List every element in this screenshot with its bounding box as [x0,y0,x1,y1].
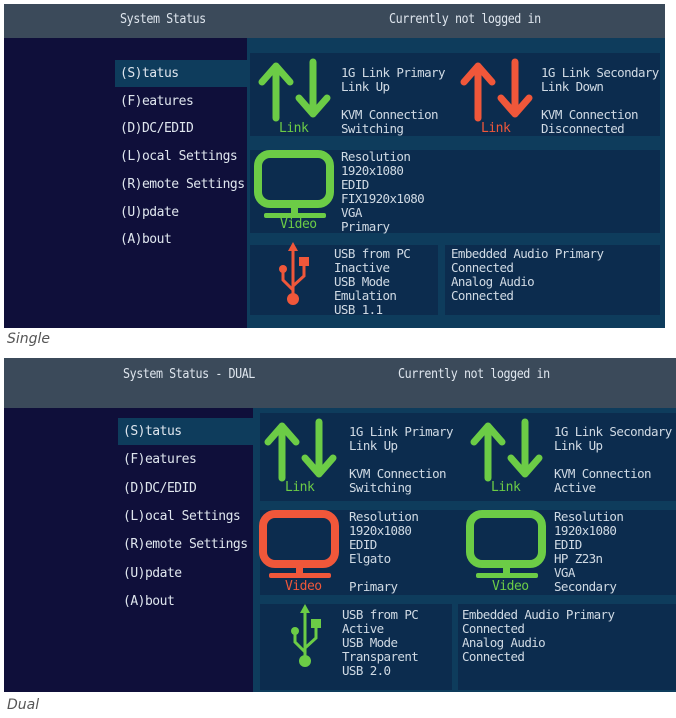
link-panel [250,53,660,136]
audio-status: Embedded Audio Primary Connected Analog … [462,607,615,664]
menu-item-update[interactable]: (U)pdate [123,565,182,581]
icon-label: Link [491,480,521,495]
usb-icon [279,242,309,305]
video-primary-status: Resolution 1920x1080 EDID FIX1920x1080 V… [341,149,425,234]
menu-item-localsettings[interactable]: (L)ocal Settings [123,508,241,524]
link-secondary-status: 1G Link Secondary Link Up KVM Connection… [554,424,672,495]
menu-item-remotesettings[interactable]: (R)emote Settings [120,176,245,192]
icon-label: Link [285,480,315,495]
menu-item-features[interactable]: (F)eatures [123,452,197,468]
link-primary-status: 1G Link Primary Link Up KVM Connection S… [341,65,445,136]
video-panel [250,150,660,233]
icon-label: Video [285,579,322,594]
caption-dual: Dual [7,697,40,713]
menu-item-about[interactable]: (A)bout [120,232,172,248]
monitor-icon [466,510,546,578]
header-bar: System Status - DUAL Currently not logge… [4,358,676,408]
usb-status: USB from PC Active USB Mode Transparent … [342,607,419,678]
usb-panel [250,245,438,315]
video-secondary-status: Resolution 1920x1080 EDID HP Z23n VGA Se… [554,509,624,594]
menu-item-ddcedid[interactable]: (D)DC/EDID [123,480,197,496]
menu-item-ddcedid[interactable]: (D)DC/EDID [120,121,194,137]
video-primary-status: Resolution 1920x1080 EDID Elgato Primary [349,509,419,594]
monitor-icon [259,510,339,578]
header-title: System Status [120,12,206,27]
link-arrows-icon [258,58,331,122]
single-screen: System Status Currently not logged in (S… [4,4,665,328]
icon-label: Video [492,579,529,594]
caption-single: Single [7,331,51,347]
usb-icon [291,604,321,667]
icon-label: Video [280,217,317,232]
menu-item-features[interactable]: (F)eatures [120,93,194,109]
login-status: Currently not logged in [389,12,541,27]
audio-panel [458,604,676,690]
link-arrows-icon [264,418,337,482]
link-primary-status: 1G Link Primary Link Up KVM Connection S… [349,424,453,495]
link-arrows-icon [470,418,543,482]
audio-panel [445,245,660,315]
link-arrows-icon [460,58,533,122]
menu-item-status[interactable]: (S)tatus [115,60,252,87]
menu-item-status[interactable]: (S)tatus [118,418,258,445]
menu-item-remotesettings[interactable]: (R)emote Settings [123,537,248,553]
link-secondary-status: 1G Link Secondary Link Down KVM Connecti… [541,65,659,136]
login-status: Currently not logged in [398,367,550,382]
audio-status: Embedded Audio Primary Connected Analog … [451,246,604,303]
icon-label: Link [279,121,309,136]
header-title: System Status - DUAL [123,367,255,382]
usb-status: USB from PC Inactive USB Mode Emulation … [334,246,411,317]
header-bar: System Status Currently not logged in [4,4,665,38]
icon-label: Link [481,121,511,136]
menu-item-update[interactable]: (U)pdate [120,204,179,220]
menu-item-about[interactable]: (A)bout [123,593,175,609]
menu-item-localsettings[interactable]: (L)ocal Settings [120,149,238,165]
monitor-icon [254,150,334,218]
status-content [247,38,665,328]
usb-panel [260,604,452,690]
